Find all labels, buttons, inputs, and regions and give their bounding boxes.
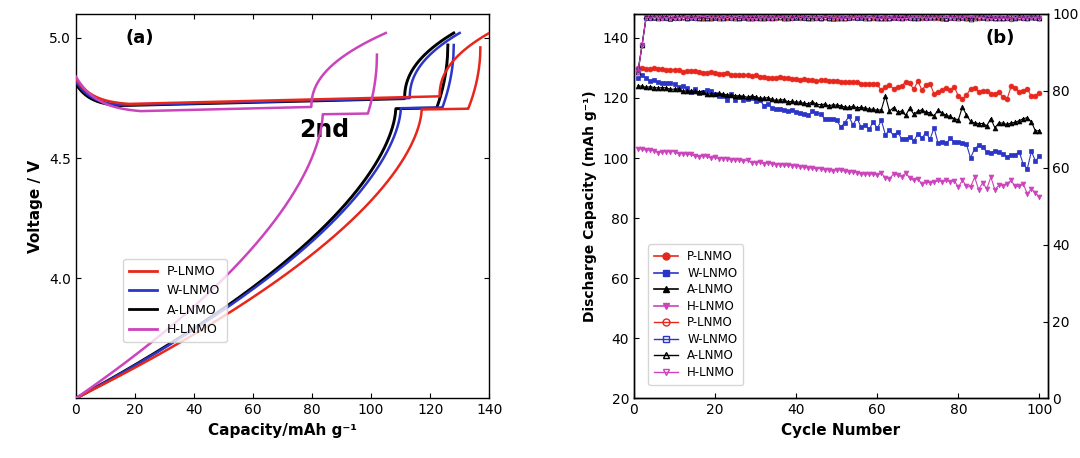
Legend: P-LNMO, W-LNMO, A-LNMO, H-LNMO, P-LNMO, W-LNMO, A-LNMO, H-LNMO: P-LNMO, W-LNMO, A-LNMO, H-LNMO, P-LNMO, … [648,244,743,385]
Legend: P-LNMO, W-LNMO, A-LNMO, H-LNMO: P-LNMO, W-LNMO, A-LNMO, H-LNMO [123,259,227,342]
Text: 2nd: 2nd [299,118,349,142]
Text: (b): (b) [986,29,1015,47]
X-axis label: Capacity/mAh g⁻¹: Capacity/mAh g⁻¹ [208,423,356,438]
X-axis label: Cycle Number: Cycle Number [781,423,901,438]
Y-axis label: Discharge Capacity (mAh g⁻¹): Discharge Capacity (mAh g⁻¹) [583,90,597,322]
Text: (a): (a) [125,29,153,47]
Y-axis label: Voltage / V: Voltage / V [28,159,43,253]
